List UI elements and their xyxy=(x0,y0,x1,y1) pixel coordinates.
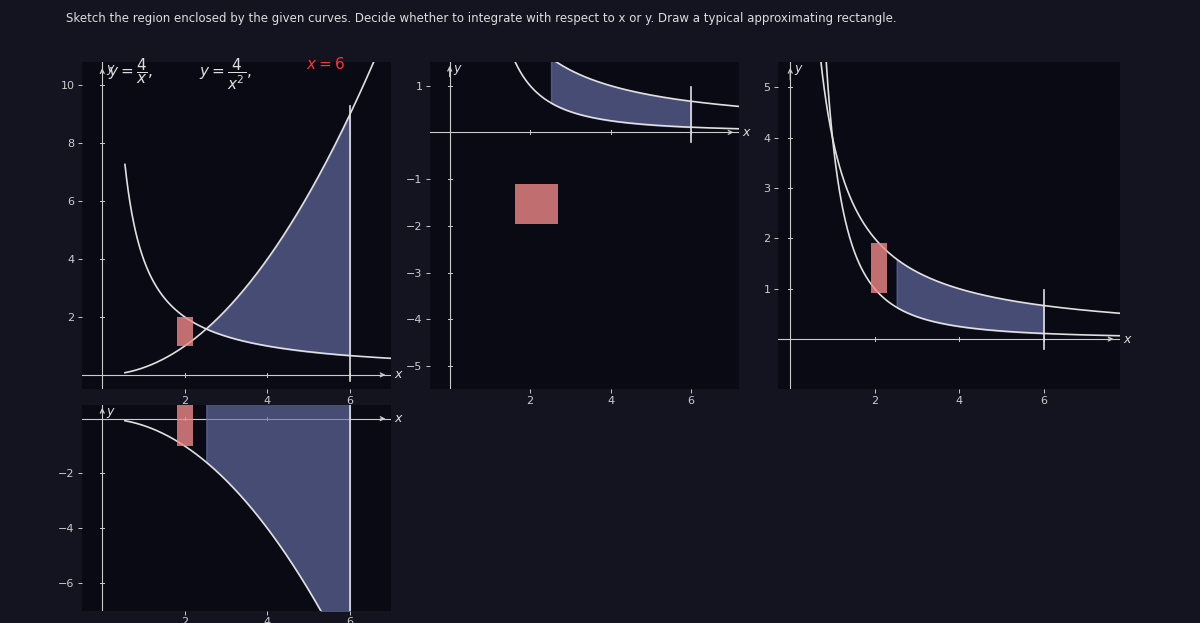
Text: x: x xyxy=(743,126,750,139)
Text: $y = \dfrac{4}{x},$: $y = \dfrac{4}{x},$ xyxy=(108,56,154,86)
Text: x: x xyxy=(395,412,402,425)
Text: Sketch the region enclosed by the given curves. Decide whether to integrate with: Sketch the region enclosed by the given … xyxy=(66,12,896,26)
Text: y: y xyxy=(794,62,802,75)
Text: y: y xyxy=(454,62,461,75)
Text: y: y xyxy=(107,62,114,75)
Text: $y = \dfrac{4}{x^2},$: $y = \dfrac{4}{x^2},$ xyxy=(199,56,252,92)
Text: x: x xyxy=(1123,333,1130,346)
Bar xyxy=(176,317,193,346)
Text: $x = 6$: $x = 6$ xyxy=(306,56,344,72)
Text: x: x xyxy=(395,368,402,381)
Text: y: y xyxy=(107,405,114,418)
Bar xyxy=(176,364,193,446)
Bar xyxy=(515,184,558,224)
Bar xyxy=(871,243,887,293)
